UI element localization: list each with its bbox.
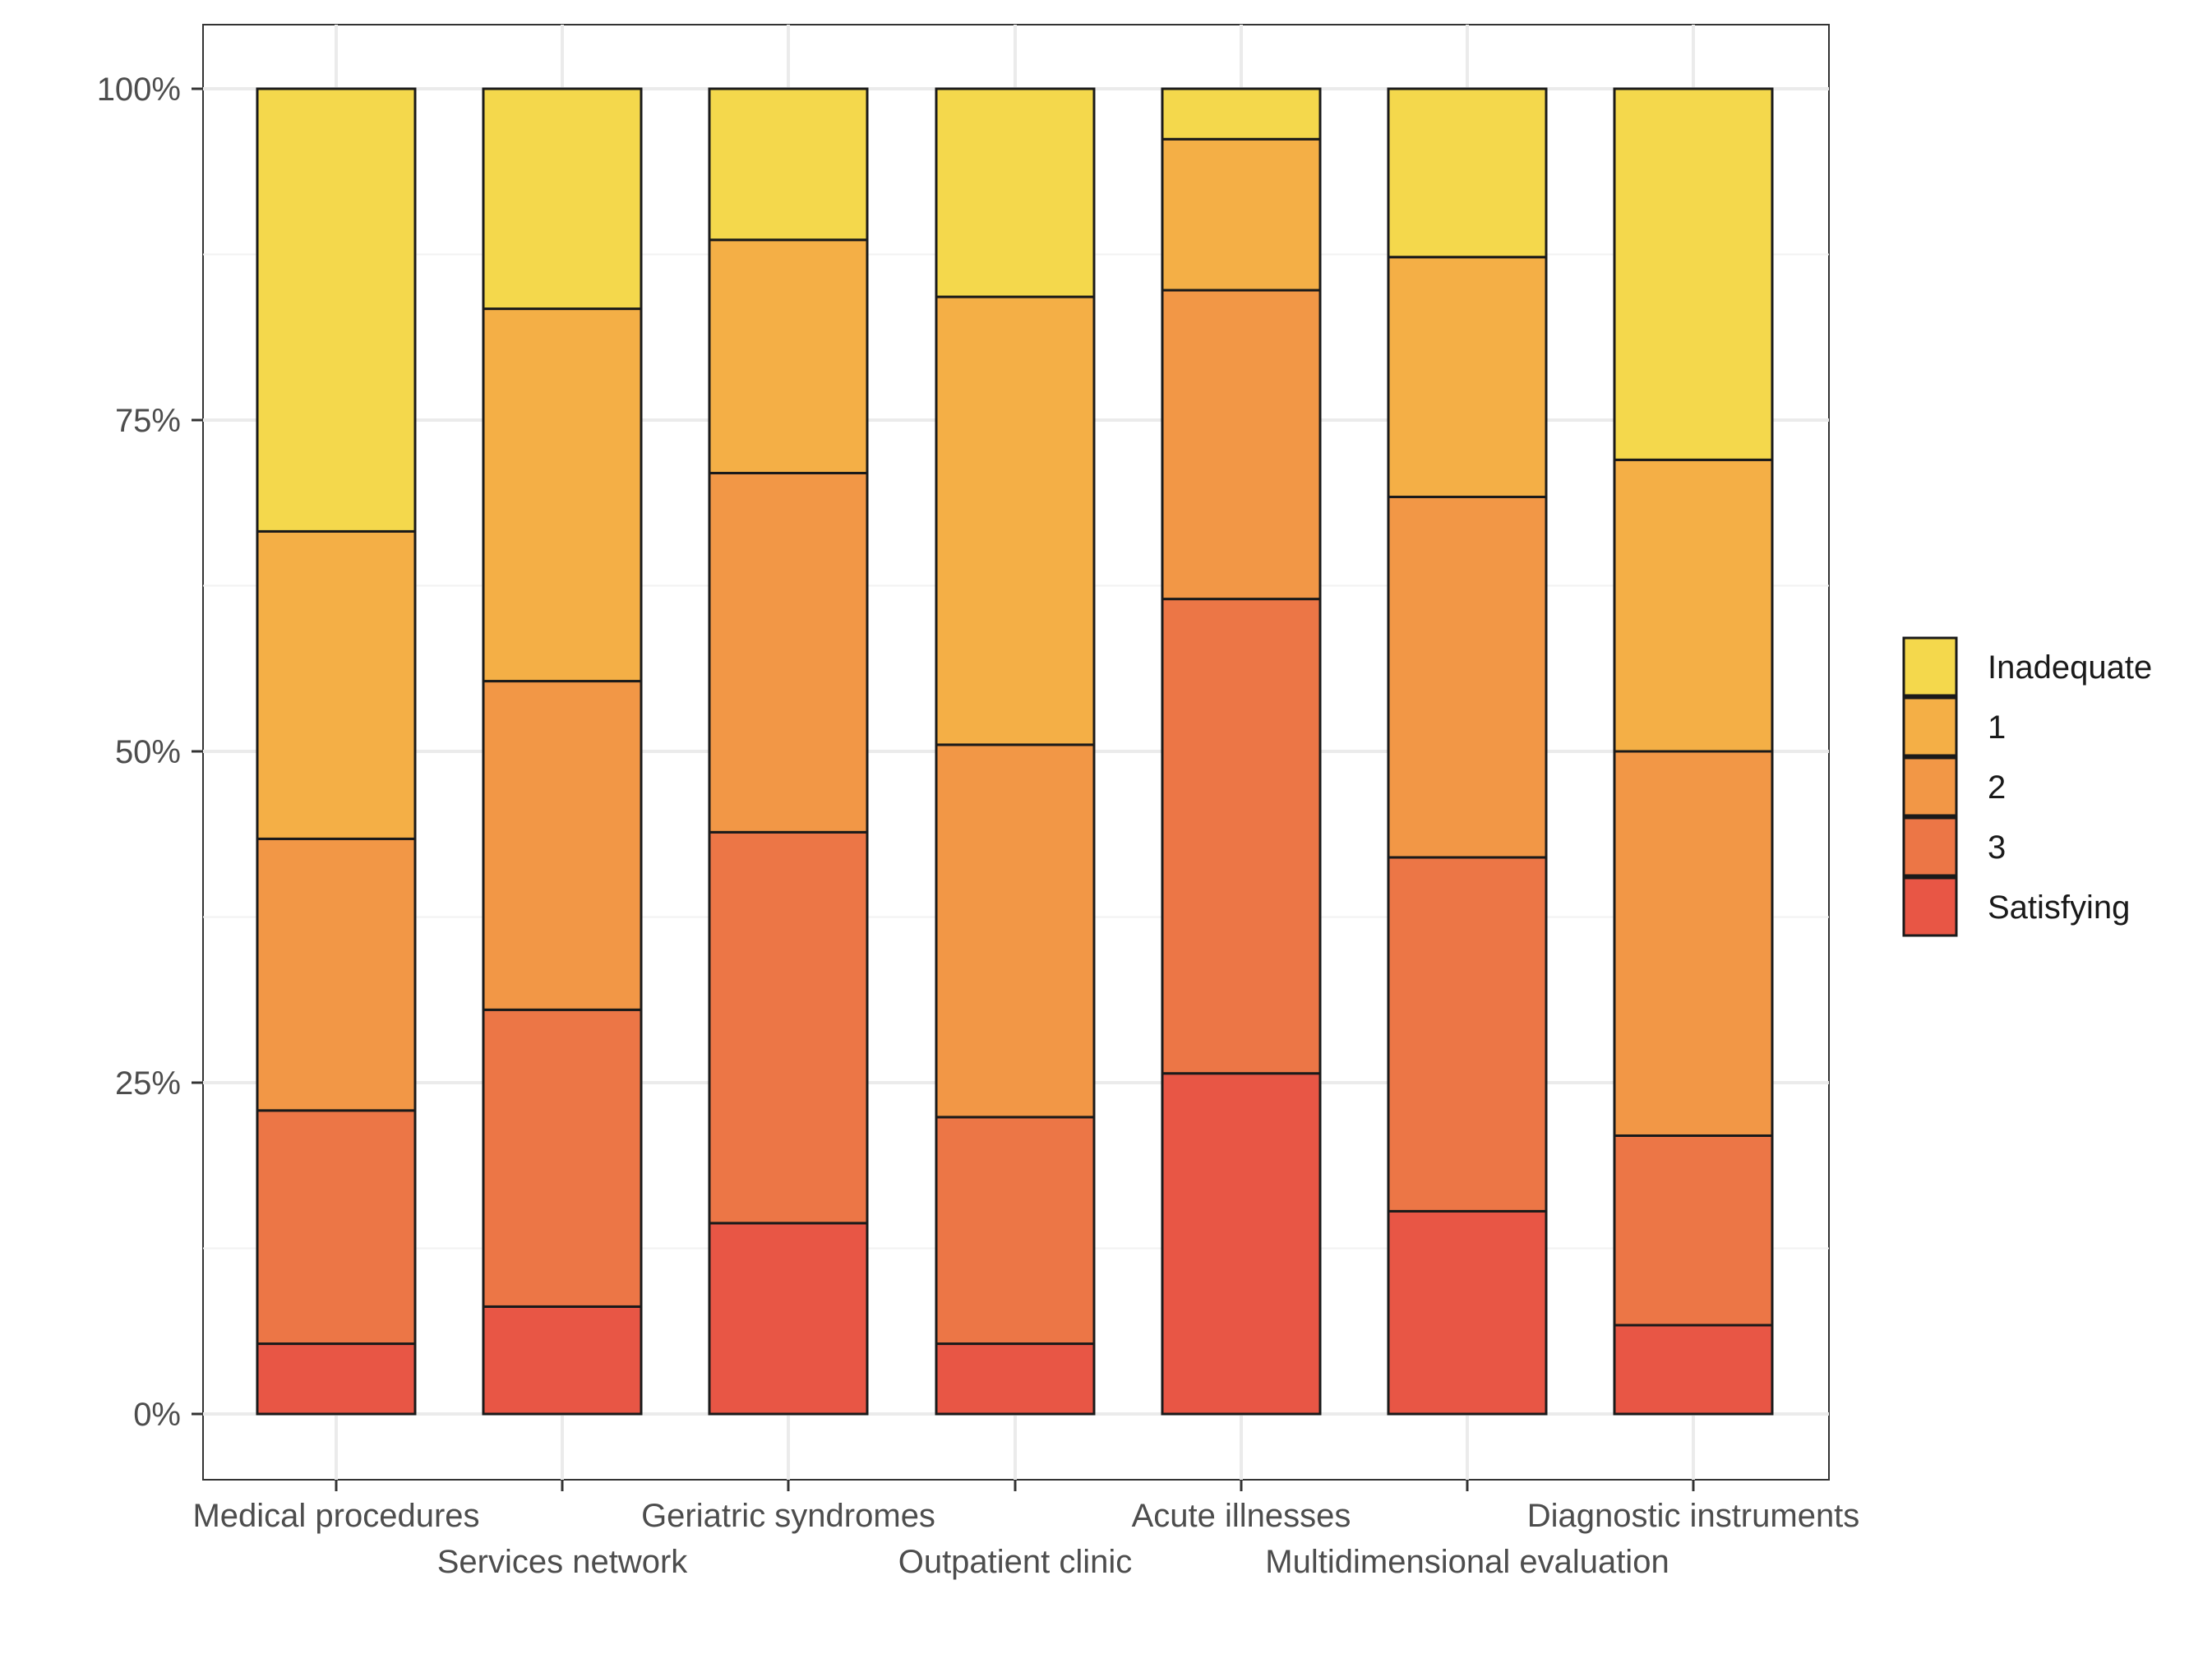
bar-segment [935,743,1096,1119]
legend-label: 1 [1988,709,2006,746]
bar-segment [708,471,869,834]
bar-segment [1387,495,1548,859]
legend-swatch [1902,756,1958,817]
bar-stack [482,87,643,1416]
bar-segment [1387,256,1548,498]
bar-stack [935,87,1096,1416]
legend-label: Satisfying [1988,889,2130,926]
x-tick-label: Outpatient clinic [898,1544,1133,1580]
bar-segment [1161,289,1322,601]
bar-segment [1613,87,1774,461]
legend-label: 3 [1988,829,2006,866]
bar-stack [1387,87,1548,1416]
bar-segment [482,1305,643,1416]
bar-segment [1387,856,1548,1213]
legend-swatch [1902,696,1958,757]
legend-entry: Satisfying [1902,876,2130,937]
bar-segment [482,680,643,1011]
bar-segment [1161,137,1322,292]
legend-entry: 3 [1902,816,2006,877]
legend-label: Inadequate [1988,649,2152,686]
x-axis: Medical procedures Services network Geriat… [192,1480,1859,1580]
y-tick-label: 100% [97,72,181,108]
bar-stack [256,87,417,1416]
bar-segment [1613,458,1774,753]
bar-segment [708,1222,869,1416]
bar-stack [1613,87,1774,1416]
bar-segment [482,1008,643,1308]
bar-segment [1613,1324,1774,1416]
bar-segment [1613,1134,1774,1327]
y-tick-label: 25% [115,1065,181,1102]
bar-segment [1387,87,1548,259]
legend-entry: 1 [1902,696,2006,757]
bars [256,87,1774,1416]
x-tick-label: Acute illnesses [1132,1498,1351,1534]
x-tick-label: Services network [437,1544,689,1580]
bar-stack [708,87,869,1416]
x-tick-label: Diagnostic instruments [1527,1498,1860,1534]
bar-segment [482,87,643,311]
bar-segment [1613,750,1774,1137]
legend-swatch [1902,636,1958,697]
bar-segment [708,87,869,242]
x-tick-label: Multidimensional evaluation [1265,1544,1669,1580]
bar-segment [256,1342,417,1416]
bar-segment [935,87,1096,298]
bar-stack [1161,87,1322,1416]
y-tick-label: 75% [115,403,181,439]
bar-segment [256,87,417,533]
legend: Inadequate 1 2 3 Satisfying [1902,636,2152,937]
bar-segment [1161,598,1322,1075]
legend-entry: 2 [1902,756,2006,817]
bar-segment [708,238,869,474]
bar-segment [935,295,1096,746]
bar-segment [935,1116,1096,1346]
y-tick-label: 50% [115,734,181,770]
legend-swatch [1902,816,1958,877]
bar-segment [1161,1072,1322,1416]
bar-segment [708,830,869,1225]
bar-segment [256,837,417,1112]
bar-segment [482,307,643,683]
bar-segment [935,1342,1096,1416]
legend-entry: Inadequate [1902,636,2152,697]
legend-label: 2 [1988,769,2006,806]
x-tick-label: Geriatric syndromes [641,1498,935,1534]
bar-segment [256,529,417,840]
bar-segment [1161,87,1322,141]
legend-swatch [1902,876,1958,937]
y-tick-label: 0% [133,1397,181,1433]
bar-segment [1387,1209,1548,1416]
bar-segment [256,1109,417,1346]
y-axis: 0% 25% 50% 75% 100% [97,72,203,1433]
x-tick-label: Medical procedures [192,1498,479,1534]
